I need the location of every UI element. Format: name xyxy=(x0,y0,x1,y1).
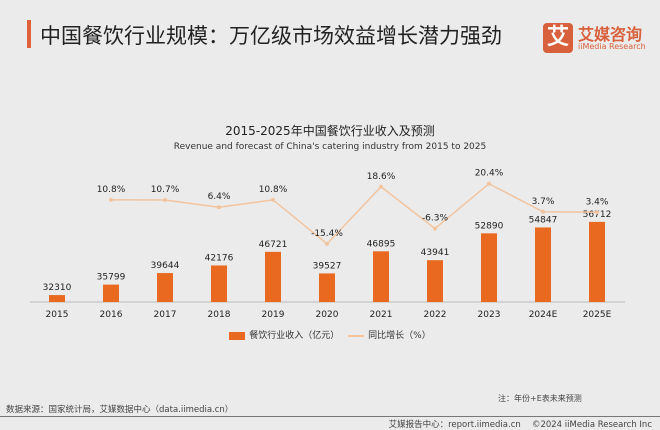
legend-line-swatch xyxy=(348,334,365,337)
bar-value-label: 54847 xyxy=(529,215,558,225)
logo-cn: 艾媒咨询 xyxy=(578,25,643,44)
growth-line xyxy=(110,182,598,245)
growth-label: -15.4% xyxy=(311,229,343,239)
bar xyxy=(103,284,119,302)
bar-value-label: 52890 xyxy=(475,221,504,231)
bar xyxy=(589,221,605,302)
x-tick-label: 2017 xyxy=(154,310,177,320)
x-tick-label: 2024E xyxy=(529,310,558,320)
growth-point xyxy=(595,210,599,215)
bar xyxy=(319,273,335,302)
bar xyxy=(535,227,551,302)
x-tick-label: 2021 xyxy=(370,310,393,320)
growth-point xyxy=(271,197,275,202)
footer: 艾媒报告中心：report.iimedia.cn ©2024 iiMedia R… xyxy=(388,420,652,430)
growth-label: 10.8% xyxy=(97,185,126,195)
x-tick-label: 2022 xyxy=(424,310,447,320)
growth-point xyxy=(109,197,113,202)
legend: 餐饮行业收入（亿元） 同比增长（%） xyxy=(0,328,660,341)
bar xyxy=(211,265,227,302)
growth-point xyxy=(379,184,383,189)
bar xyxy=(427,260,443,302)
x-tick-label: 2023 xyxy=(478,310,501,320)
bar-value-label: 46895 xyxy=(367,239,396,249)
bar xyxy=(157,273,173,302)
growth-label: 6.4% xyxy=(208,192,231,202)
bar-value-label: 56712 xyxy=(583,210,612,220)
x-tick-label: 2016 xyxy=(100,310,123,320)
bar xyxy=(481,233,497,302)
bar xyxy=(265,251,281,302)
logo-mark: 艾 xyxy=(543,23,573,53)
chart-subtitle: Revenue and forecast of China's catering… xyxy=(173,142,487,152)
legend-line-label: 同比增长（%） xyxy=(368,331,431,341)
bar xyxy=(373,251,389,302)
logo-en: iiMedia Research xyxy=(578,42,646,51)
legend-bar-label: 餐饮行业收入（亿元） xyxy=(249,331,340,341)
x-tick-label: 2018 xyxy=(208,310,231,320)
growth-label: 3.4% xyxy=(586,197,609,207)
growth-label: 18.6% xyxy=(367,172,396,182)
x-tick-label: 2015 xyxy=(46,310,69,320)
growth-label: 10.7% xyxy=(151,185,180,195)
legend-bar-swatch xyxy=(229,331,246,340)
bar-value-label: 46721 xyxy=(259,240,288,250)
growth-point xyxy=(541,209,545,214)
growth-point xyxy=(325,241,329,246)
x-tick-label: 2019 xyxy=(262,310,285,320)
bar-value-label: 43941 xyxy=(421,248,450,258)
growth-point xyxy=(163,198,167,203)
source: 数据来源：国家统计局，艾媒数据中心（data.iimedia.cn） xyxy=(6,405,234,415)
growth-label: 20.4% xyxy=(475,169,504,179)
x-tick-label: 2020 xyxy=(316,310,339,320)
title-accent xyxy=(27,20,31,48)
page-title: 中国餐饮行业规模：万亿级市场效益增长潜力强劲 xyxy=(40,24,502,48)
x-tick-label: 2025E xyxy=(583,310,612,320)
footer-divider xyxy=(0,416,660,417)
growth-point xyxy=(487,181,491,186)
growth-label: -6.3% xyxy=(422,214,449,224)
growth-point xyxy=(217,205,221,210)
bar-value-label: 32310 xyxy=(43,283,72,293)
growth-label: 3.7% xyxy=(532,197,555,207)
growth-label: 10.8% xyxy=(259,185,288,195)
bar-value-label: 39644 xyxy=(151,261,180,271)
bar-value-label: 42176 xyxy=(205,253,234,263)
growth-point xyxy=(433,226,437,231)
bar xyxy=(49,295,65,302)
bar-value-label: 35799 xyxy=(97,273,126,283)
bar-value-label: 39527 xyxy=(313,261,342,271)
note: 注：年份+E表未来预测 xyxy=(498,394,582,403)
chart-title: 2015-2025年中国餐饮行业收入及预测 xyxy=(225,124,435,138)
